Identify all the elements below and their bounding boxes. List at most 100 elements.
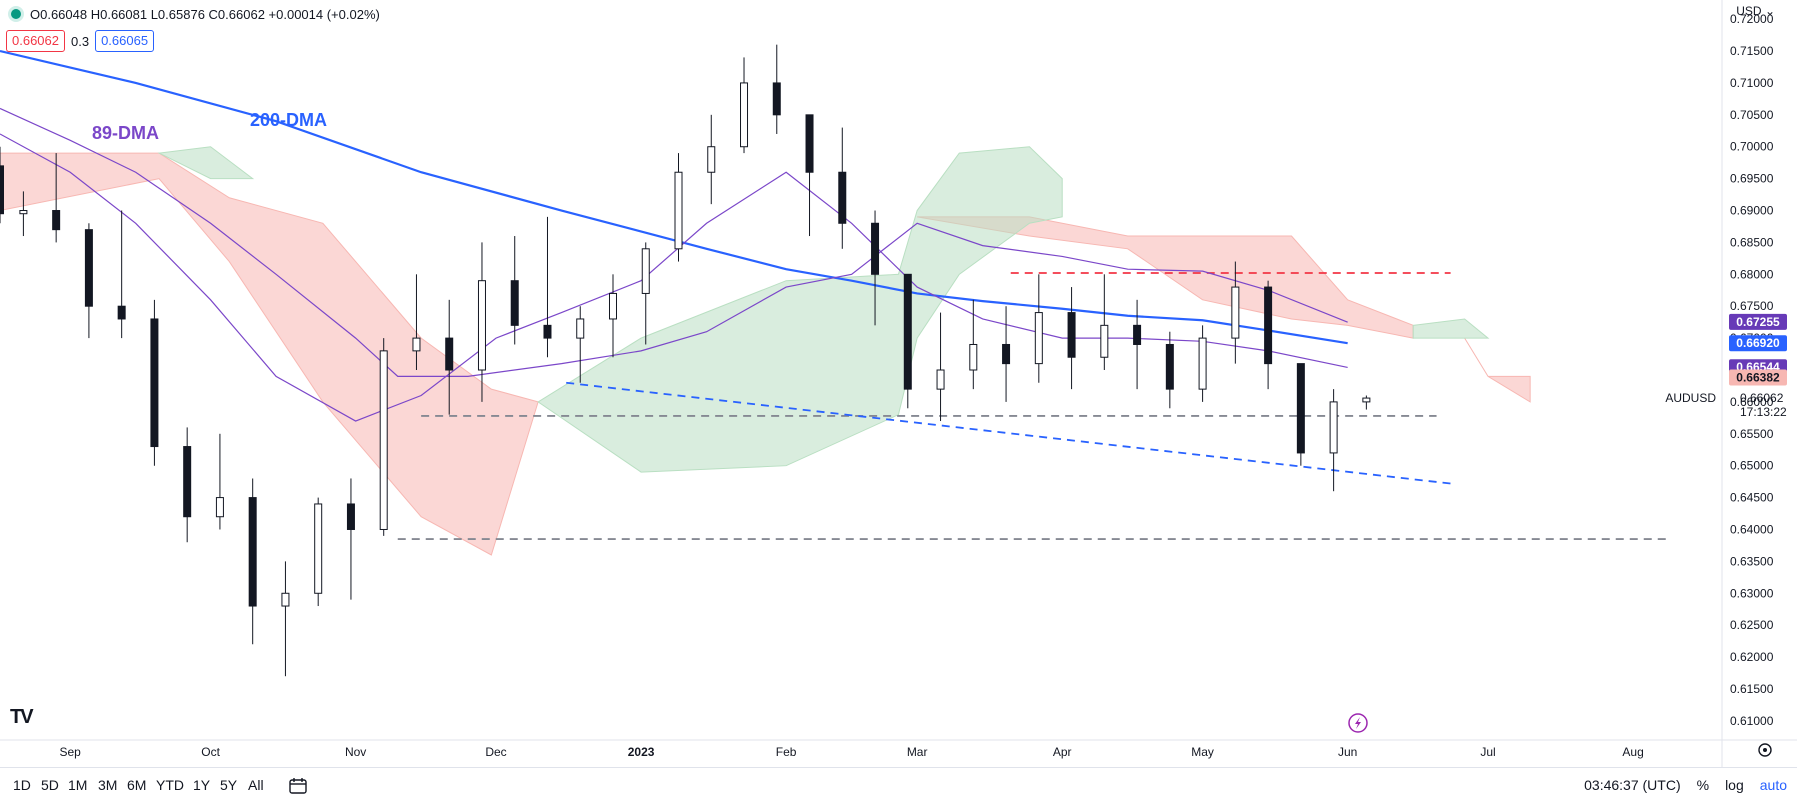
y-tick-label: 0.68500 xyxy=(1730,235,1774,249)
candle-body xyxy=(248,497,257,607)
timeframe-1d[interactable]: 1D xyxy=(13,777,31,793)
horizontal-levels[interactable] xyxy=(397,272,1671,540)
y-tick-label: 0.64500 xyxy=(1730,491,1774,505)
candle-body xyxy=(1002,343,1011,365)
y-tick-label: 0.63000 xyxy=(1730,586,1774,600)
symbol-label: AUDUSD xyxy=(1665,391,1716,405)
candle-body xyxy=(314,503,323,594)
candle-body xyxy=(1067,312,1076,358)
candle-body xyxy=(346,503,355,530)
ohlc-legend: O0.66048 H0.66081 L0.65876 C0.66062 +0.0… xyxy=(8,6,380,22)
timeframe-6m[interactable]: 6M xyxy=(127,777,147,793)
currency-label: USD xyxy=(1736,4,1762,18)
candle-body xyxy=(1264,286,1273,365)
moving-averages xyxy=(0,49,1348,422)
candle-body xyxy=(903,273,912,390)
bar-countdown-label: 17:13:22 xyxy=(1740,405,1787,419)
dma89-line xyxy=(0,107,1348,377)
y-tick-label: 0.72000 xyxy=(1730,12,1774,26)
date-range-icon[interactable] xyxy=(288,777,308,798)
candle-body xyxy=(1231,286,1240,339)
price-label-text: 0.66382 xyxy=(1736,371,1780,385)
utc-clock[interactable]: 03:46:37 (UTC) xyxy=(1584,777,1681,793)
ichimoku-cloud xyxy=(0,146,1531,556)
y-tick-label: 0.69000 xyxy=(1730,204,1774,218)
candle-body xyxy=(281,592,290,607)
sell-price-button[interactable]: 0.66062 xyxy=(6,30,65,52)
cloud-bearish xyxy=(1464,337,1531,403)
timeframe-5d[interactable]: 5D xyxy=(41,777,59,793)
timeframe-3m[interactable]: 3M xyxy=(98,777,118,793)
y-tick-label: 0.67500 xyxy=(1730,299,1774,313)
candle-body xyxy=(1329,401,1338,454)
price-label-box xyxy=(1729,369,1787,386)
candle-body xyxy=(805,114,814,173)
candle-body xyxy=(19,210,28,215)
cloud-bearish xyxy=(0,152,539,556)
y-tick-label: 0.71000 xyxy=(1730,76,1774,90)
y-tick-label: 0.68000 xyxy=(1730,267,1774,281)
y-tick-label: 0.62000 xyxy=(1730,650,1774,664)
candle-body xyxy=(936,369,945,390)
candle-body xyxy=(0,165,4,215)
y-tick-label: 0.70500 xyxy=(1730,108,1774,122)
cloud-bullish xyxy=(157,146,255,180)
buy-price-button[interactable]: 0.66065 xyxy=(95,30,155,52)
bottom-toolbar: 1D 5D 1M 3M 6M YTD 1Y 5Y All 03:46:37 (U… xyxy=(0,767,1797,806)
auto-toggle[interactable]: auto xyxy=(1759,777,1787,793)
dma89-annotation: 89-DMA xyxy=(92,123,159,143)
x-tick-label: Sep xyxy=(60,745,82,759)
candle-body xyxy=(52,210,61,231)
timeframe-1m[interactable]: 1M xyxy=(68,777,88,793)
candles xyxy=(0,44,1371,677)
timeframe-ytd[interactable]: YTD xyxy=(156,777,184,793)
candle-body xyxy=(1296,363,1305,454)
tradingview-logo-icon[interactable]: TV xyxy=(10,706,34,728)
y-tick-label: 0.62500 xyxy=(1730,618,1774,632)
x-tick-label: Dec xyxy=(485,745,506,759)
candle-body xyxy=(84,229,93,307)
candle-body xyxy=(772,82,781,116)
candle-body xyxy=(117,305,126,320)
currency-selector[interactable]: USD ⌄ xyxy=(1736,4,1775,18)
candle-body xyxy=(445,337,454,371)
price-label-box xyxy=(1729,335,1787,352)
price-label-text: 0.67255 xyxy=(1736,315,1780,329)
y-tick-label: 0.66000 xyxy=(1730,395,1774,409)
candle-body xyxy=(1362,397,1371,403)
timeframe-all[interactable]: All xyxy=(248,777,264,793)
ohlc-values: O0.66048 H0.66081 L0.65876 C0.66062 +0.0… xyxy=(30,6,380,22)
price-label-box xyxy=(1729,313,1787,330)
candle-body xyxy=(969,343,978,371)
candle-body xyxy=(150,318,159,448)
price-label-text: 0.66920 xyxy=(1736,336,1780,350)
y-tick-label: 0.65000 xyxy=(1730,459,1774,473)
dma-short-line xyxy=(0,133,1348,422)
timeframe-5y[interactable]: 5Y xyxy=(220,777,238,793)
percent-toggle[interactable]: % xyxy=(1696,777,1710,793)
x-tick-label: Nov xyxy=(345,745,366,759)
candle-body xyxy=(608,292,617,320)
y-tick-label: 0.61500 xyxy=(1730,682,1774,696)
candle-body xyxy=(740,82,749,148)
log-toggle[interactable]: log xyxy=(1725,777,1744,793)
scale-controls: 03:46:37 (UTC) % log auto xyxy=(1584,777,1787,793)
candle-body xyxy=(412,337,421,352)
candle-body xyxy=(215,497,224,518)
last-price-label: 0.66062 xyxy=(1740,391,1784,405)
candle-body xyxy=(674,171,683,250)
settings-gear-icon[interactable] xyxy=(1758,743,1772,757)
candle-body xyxy=(379,350,388,530)
timeframe-1y[interactable]: 1Y xyxy=(193,777,211,793)
dma200-annotation: 200-DMA xyxy=(250,110,327,130)
candle-body xyxy=(477,280,486,371)
flash-icon[interactable] xyxy=(1348,713,1368,733)
dma200-line xyxy=(0,49,1348,345)
candle-body xyxy=(510,280,519,326)
x-tick-label: Aug xyxy=(1622,745,1643,759)
quote-row: 0.66062 0.3 0.66065 xyxy=(6,30,155,52)
y-tick-label: 0.65500 xyxy=(1730,427,1774,441)
x-tick-label: Apr xyxy=(1053,745,1072,759)
